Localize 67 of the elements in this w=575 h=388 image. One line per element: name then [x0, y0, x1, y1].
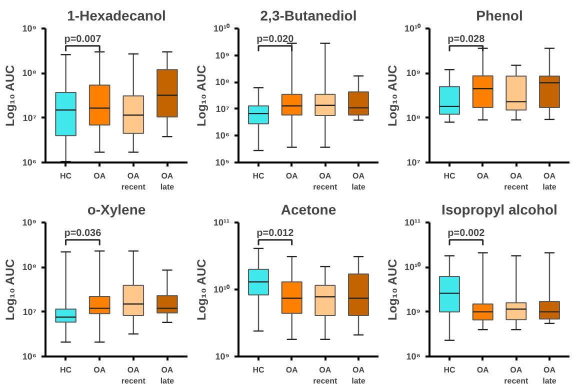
x-tick-label: OA late: [542, 172, 557, 192]
y-axis-title: Log₁₀ AUC: [385, 64, 400, 126]
annotation: p=0.036: [64, 228, 102, 239]
y-tick-label: 10⁸: [406, 352, 420, 362]
y-axis-title: Log₁₀ AUC: [194, 258, 208, 320]
x-tick-label: OA: [94, 366, 106, 374]
y-tick-label: 10⁷: [22, 112, 37, 123]
y-tick-label: 10⁷: [216, 104, 230, 114]
x-tick-label: HC: [252, 172, 264, 180]
y-tick-label: 10¹⁰: [404, 262, 422, 272]
x-tick-label: OA recent: [121, 366, 146, 386]
x-tick-label: OA late: [352, 172, 366, 192]
y-tick-label: 10¹⁰: [404, 24, 422, 34]
x-tick-label: HC: [60, 172, 72, 180]
y-tick-label: 10⁸: [22, 68, 36, 78]
x-tick-label: OA late: [160, 366, 175, 386]
y-tick-label: 10⁸: [22, 262, 36, 272]
chart-title: Acetone: [280, 202, 336, 218]
y-tick-label: 10¹¹: [404, 218, 421, 228]
x-tick-label: OA recent: [313, 366, 338, 386]
x-tick-label: OA recent: [504, 366, 529, 386]
annotation: p=0.028: [448, 34, 486, 45]
x-tick-label: OA: [94, 172, 106, 180]
y-tick-label: 10⁹: [22, 218, 37, 228]
y-tick-label: 10⁹: [406, 68, 421, 78]
x-tick-label: OA late: [542, 366, 557, 386]
y-axis-title: Log₁₀ AUC: [3, 64, 18, 126]
x-tick-label: HC: [252, 366, 264, 374]
y-tick-label: 10⁶: [215, 130, 230, 141]
y-tick-label: 10⁹: [215, 50, 230, 60]
y-tick-label: 10¹⁰: [213, 24, 230, 34]
x-tick-label: OA recent: [504, 172, 529, 192]
x-tick-label: OA: [286, 172, 298, 180]
y-tick-label: 10⁹: [215, 352, 230, 362]
y-axis-title: Log₁₀ AUC: [385, 258, 400, 320]
y-tick-label: 10⁸: [406, 112, 420, 123]
x-tick-label: OA late: [352, 366, 366, 386]
y-tick-label: 10⁹: [22, 24, 37, 34]
y-tick-label: 10⁷: [406, 158, 421, 168]
y-tick-label: 10¹⁰: [213, 284, 230, 294]
y-axis-title: Log₁₀ AUC: [194, 64, 208, 126]
y-tick-label: 10⁸: [215, 77, 230, 88]
y-axis-title: Log₁₀ AUC: [3, 258, 18, 320]
x-tick-label: OA late: [160, 172, 175, 192]
x-tick-label: HC: [444, 366, 456, 374]
y-tick-label: 10¹¹: [213, 218, 230, 228]
y-tick-label: 10⁶: [22, 352, 36, 362]
x-tick-label: OA: [476, 366, 490, 374]
annotation: p=0.020: [256, 34, 294, 45]
x-tick-label: OA recent: [313, 172, 338, 192]
y-tick-label: 10⁶: [22, 158, 36, 168]
chart-title: o-Xylene: [87, 202, 146, 218]
chart-title: 1-Hexadecanol: [67, 8, 166, 24]
x-tick-label: OA: [286, 366, 298, 374]
annotation: p=0.007: [64, 34, 102, 45]
x-tick-label: OA: [476, 172, 490, 180]
chart-title: Phenol: [476, 8, 523, 24]
y-tick-label: 10⁷: [22, 306, 37, 317]
annotation: p=0.012: [256, 228, 294, 239]
x-tick-label: HC: [60, 366, 72, 374]
chart-title: Isopropyl alcohol: [442, 202, 558, 218]
chart-title: 2,3-Butanediol: [260, 8, 357, 24]
annotation: p=0.002: [448, 228, 486, 239]
y-tick-label: 10⁵: [215, 158, 230, 168]
x-tick-label: HC: [444, 172, 456, 180]
x-tick-label: OA recent: [121, 172, 146, 192]
y-tick-label: 10⁹: [406, 306, 421, 317]
